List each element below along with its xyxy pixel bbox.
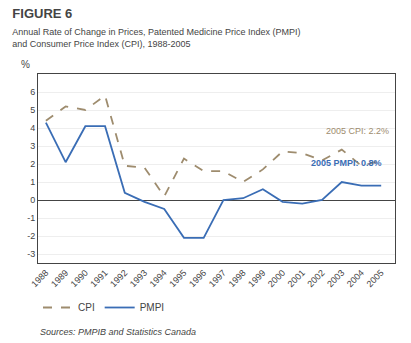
svg-text:4: 4: [30, 123, 35, 133]
svg-text:2000: 2000: [266, 268, 287, 289]
svg-text:-2: -2: [27, 231, 35, 241]
svg-text:2003: 2003: [325, 268, 346, 289]
svg-text:1988: 1988: [29, 268, 50, 289]
svg-text:1994: 1994: [148, 268, 169, 289]
svg-text:3: 3: [30, 141, 35, 151]
svg-text:-1: -1: [27, 213, 35, 223]
svg-text:6: 6: [30, 87, 35, 97]
svg-text:0: 0: [30, 195, 35, 205]
svg-text:1990: 1990: [69, 268, 90, 289]
svg-text:Annual Rate of Change in Price: Annual Rate of Change in Prices, Patente…: [12, 27, 300, 49]
svg-text:1993: 1993: [128, 268, 149, 289]
svg-text:CPI: CPI: [78, 302, 95, 313]
svg-text:Sources: PMPIB and Statistics: Sources: PMPIB and Statistics Canada: [40, 327, 196, 337]
svg-text:2001: 2001: [286, 268, 307, 289]
svg-text:%: %: [21, 59, 30, 70]
svg-text:1997: 1997: [207, 268, 228, 289]
svg-text:FIGURE 6: FIGURE 6: [12, 6, 72, 21]
svg-text:2004: 2004: [345, 268, 366, 289]
svg-text:2005: 2005: [365, 268, 386, 289]
svg-text:1991: 1991: [88, 268, 109, 289]
svg-text:-3: -3: [27, 249, 35, 259]
svg-text:1998: 1998: [226, 268, 247, 289]
svg-text:PMPI: PMPI: [140, 302, 164, 313]
svg-text:1999: 1999: [246, 268, 267, 289]
svg-text:2002: 2002: [305, 268, 326, 289]
svg-text:1995: 1995: [167, 268, 188, 289]
svg-text:2005 PMPI: 0.8%: 2005 PMPI: 0.8%: [311, 158, 382, 168]
svg-text:1996: 1996: [187, 268, 208, 289]
svg-text:1992: 1992: [108, 268, 129, 289]
svg-text:2005 CPI: 2.2%: 2005 CPI: 2.2%: [326, 126, 389, 136]
svg-text:5: 5: [30, 105, 35, 115]
svg-text:1: 1: [30, 177, 35, 187]
svg-text:2: 2: [30, 159, 35, 169]
svg-text:1989: 1989: [49, 268, 70, 289]
